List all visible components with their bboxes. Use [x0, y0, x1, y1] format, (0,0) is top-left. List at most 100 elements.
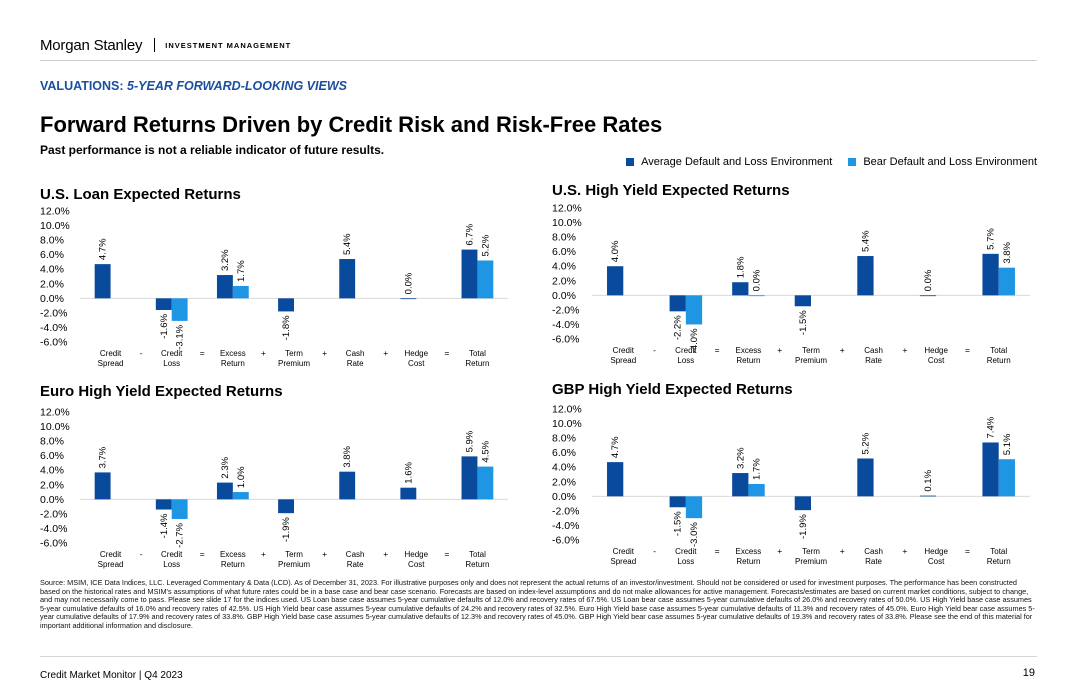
x-tick-label: Credit [100, 550, 122, 559]
x-tick-label: Cash [346, 550, 365, 559]
operator-symbol: + [777, 546, 782, 556]
data-label: 0.0% [923, 269, 934, 291]
x-tick-label: Term [285, 349, 303, 358]
bar-bear [171, 298, 188, 321]
y-tick-label: -6.0% [40, 538, 67, 550]
bar-average [919, 295, 937, 297]
y-tick-label: 6.0% [40, 249, 64, 261]
page-number: 19 [1022, 667, 1035, 679]
y-tick-label: -6.0% [40, 337, 67, 349]
bar-bear [748, 483, 765, 497]
x-tick-label: Spread [98, 359, 124, 368]
bar-average [982, 442, 999, 497]
bar-average [461, 456, 478, 500]
legend-item-average: Average Default and Loss Environment [626, 156, 832, 168]
data-label: 0.1% [923, 469, 934, 491]
page-title: Forward Returns Driven by Credit Risk an… [40, 112, 663, 137]
brand-divider [154, 38, 156, 52]
data-label: -3.0% [689, 522, 700, 547]
y-tick-label: 8.0% [552, 433, 576, 445]
operator-symbol: + [261, 549, 266, 559]
y-tick-label: -6.0% [552, 535, 579, 547]
y-tick-label: 0.0% [40, 293, 64, 305]
operator-symbol: = [715, 345, 720, 355]
data-label: -1.5% [798, 310, 809, 335]
y-tick-label: 2.0% [552, 275, 576, 287]
x-tick-label: Cash [346, 349, 365, 358]
x-tick-label: Credit [161, 349, 183, 358]
y-tick-label: -4.0% [40, 523, 67, 535]
brand-name: Morgan Stanley [40, 36, 143, 54]
x-tick-label: Return [221, 560, 245, 569]
x-tick-label: Term [285, 550, 303, 559]
x-tick-label: Rate [865, 356, 882, 365]
y-tick-label: 6.0% [552, 447, 576, 459]
data-label: 1.7% [752, 458, 763, 480]
x-tick-label: Loss [163, 560, 180, 569]
data-label: 1.0% [236, 466, 247, 488]
data-label: -2.2% [673, 315, 684, 340]
x-tick-label: Credit [675, 346, 697, 355]
x-tick-label: Term [802, 346, 820, 355]
x-tick-label: Cash [864, 346, 883, 355]
x-tick-label: Rate [347, 560, 364, 569]
y-tick-label: -4.0% [40, 322, 67, 334]
x-tick-label: Premium [795, 356, 827, 365]
legend-swatch-average [626, 158, 635, 166]
data-label: 6.7% [464, 223, 475, 245]
y-tick-label: 6.0% [552, 246, 576, 258]
data-label: 0.0% [403, 272, 414, 294]
bar-bear [171, 499, 188, 519]
data-label: -1.5% [673, 511, 684, 536]
x-tick-label: Spread [610, 557, 636, 566]
operator-symbol: + [777, 345, 782, 355]
header-rule [40, 60, 1037, 61]
bar-average [982, 253, 999, 296]
y-tick-label: -2.0% [552, 505, 579, 517]
bar-average [216, 482, 233, 500]
x-tick-label: Loss [677, 557, 694, 566]
bar-average [607, 266, 624, 296]
operator-symbol: = [444, 549, 449, 559]
bar-average [400, 487, 417, 500]
data-label: 3.7% [98, 446, 109, 468]
data-label: -1.6% [159, 313, 170, 338]
bar-average [94, 472, 111, 500]
x-tick-label: Hedge [404, 349, 428, 358]
y-tick-label: 4.0% [552, 462, 576, 474]
bar-bear [748, 295, 765, 297]
bar-average [216, 275, 233, 299]
y-tick-label: 10.0% [552, 217, 582, 229]
operator-symbol: + [322, 348, 327, 358]
x-tick-label: Rate [865, 557, 882, 566]
x-tick-label: Premium [278, 359, 310, 368]
data-label: 7.4% [986, 416, 997, 438]
bar-average [732, 282, 749, 296]
x-tick-label: Premium [795, 557, 827, 566]
data-label: -1.9% [798, 514, 809, 539]
chart-gbp-high-yield: 12.0% 10.0% 8.0% 6.0% 4.0% 2.0% 0.0% -2.0% -4.0%… [552, 404, 1030, 566]
data-label: -2.7% [175, 522, 186, 547]
bar-average [919, 495, 937, 497]
y-tick-label: 0.0% [552, 491, 576, 503]
data-label: 5.9% [464, 430, 475, 452]
x-tick-label: Return [465, 560, 489, 569]
operator-symbol: + [261, 348, 266, 358]
x-tick-label: Cash [864, 547, 883, 556]
y-tick-label: 4.0% [40, 264, 64, 276]
y-tick-label: 10.0% [552, 418, 582, 430]
bar-average [857, 458, 874, 497]
data-label: 5.2% [480, 234, 491, 256]
chart-us-high-yield: 12.0%10.0%8.0%6.0%4.0%2.0%0.0%-2.0%-4.0%… [552, 203, 1030, 365]
bar-average [94, 264, 111, 299]
operator-symbol: + [322, 549, 327, 559]
x-tick-label: Loss [163, 359, 180, 368]
operator-symbol: + [383, 348, 388, 358]
chart-title-us-high-yield: U.S. High Yield Expected Returns [552, 182, 790, 199]
brand-logo: Morgan Stanley INVESTMENT MANAGEMENT [40, 36, 291, 54]
chart-title-gbp-high-yield: GBP High Yield Expected Returns [552, 381, 793, 398]
operator-symbol: + [840, 546, 845, 556]
data-label: 4.7% [610, 436, 621, 458]
x-tick-label: Return [221, 359, 245, 368]
bar-average [669, 295, 686, 312]
